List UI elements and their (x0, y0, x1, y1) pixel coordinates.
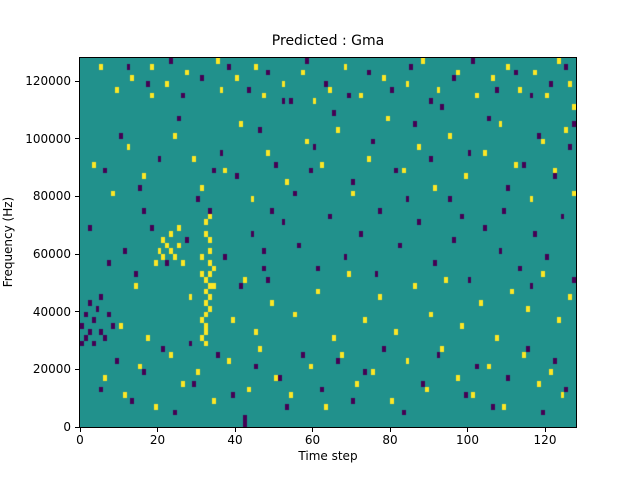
x-tick-label: 100 (456, 433, 479, 447)
x-tick-label: 80 (382, 433, 398, 447)
y-tick-label: 60000 (32, 247, 71, 262)
y-tick-label: 100000 (25, 131, 71, 146)
y-tick-mark (75, 368, 79, 370)
chart-title: Predicted : Gma (271, 33, 385, 49)
x-tick-mark (544, 428, 546, 432)
y-tick-mark (75, 138, 79, 140)
heatmap-canvas (80, 58, 576, 427)
y-tick-label: 0 (63, 420, 71, 434)
x-tick-label: 0 (76, 433, 84, 447)
x-tick-mark (312, 428, 313, 432)
x-tick-label: 60 (304, 433, 321, 447)
plot-area (79, 57, 577, 428)
y-tick-mark (75, 195, 79, 197)
y-axis-label: Frequency (Hz) (1, 196, 15, 288)
x-tick-mark (467, 428, 468, 432)
x-tick-mark (389, 428, 391, 432)
y-tick-label: 80000 (32, 189, 71, 204)
y-tick-mark (75, 311, 79, 313)
x-tick-label: 20 (149, 433, 166, 447)
y-tick-label: 40000 (32, 304, 71, 319)
y-tick-mark (75, 253, 79, 255)
y-tick-mark (75, 426, 79, 428)
x-tick-label: 120 (533, 433, 557, 447)
x-tick-mark (157, 428, 158, 432)
x-tick-label: 40 (227, 433, 243, 447)
x-tick-mark (79, 428, 81, 432)
y-tick-label: 20000 (32, 362, 71, 377)
y-tick-mark (75, 80, 79, 82)
y-tick-label: 120000 (25, 74, 71, 89)
x-axis-label: Time step (298, 449, 358, 463)
x-tick-mark (234, 428, 236, 432)
